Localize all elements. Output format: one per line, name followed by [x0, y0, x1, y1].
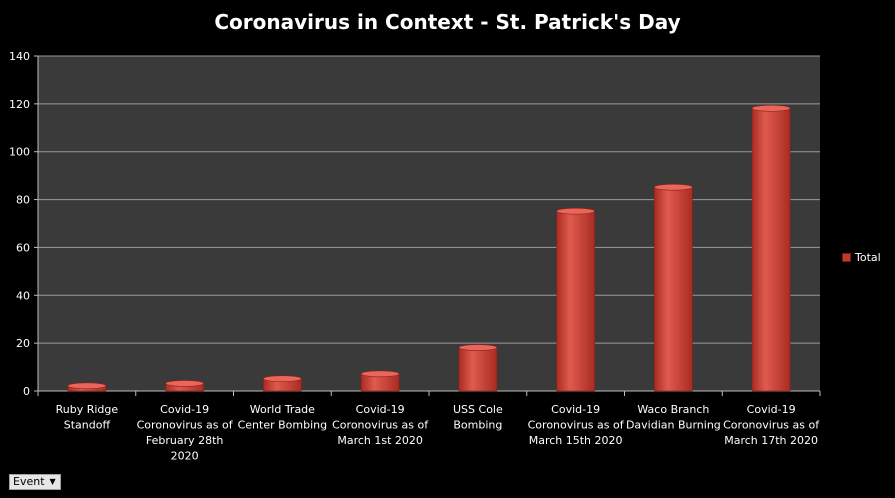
x-tick-label-line: Center Bombing	[238, 419, 328, 432]
x-tick-label-line: March 17th 2020	[724, 434, 818, 447]
y-tick-label: 20	[16, 337, 30, 350]
chart-title: Coronavirus in Context - St. Patrick's D…	[214, 10, 681, 34]
y-axis-ticks: 0 20 40 60 80 100 120 140	[9, 50, 39, 398]
x-tick-label: Covid-19 Coronovirus as of February 28th 20…	[137, 403, 234, 463]
y-tick-label: 140	[9, 50, 30, 63]
y-tick-label: 80	[16, 194, 30, 207]
x-tick-label-line: Standoff	[64, 419, 111, 432]
y-tick-label: 60	[16, 241, 30, 254]
bar-body	[751, 107, 791, 392]
bar	[556, 207, 595, 392]
x-tick-label-line: February 28th	[146, 434, 224, 447]
bar-cap	[165, 380, 204, 387]
bar-body	[458, 347, 498, 392]
bar	[67, 382, 107, 392]
bar	[458, 344, 498, 392]
y-tick-label: 40	[16, 289, 30, 302]
x-tick-label-line: Covid-19	[551, 403, 600, 416]
event-filter-label: Event	[13, 475, 45, 488]
x-tick-label-line: Bombing	[453, 419, 502, 432]
x-tick-label: Covid-19 Coronovirus as of March 17th 2020	[723, 403, 820, 447]
plot-area	[38, 56, 820, 391]
bar	[751, 104, 791, 392]
x-tick-label-line: Coronovirus as of	[723, 419, 820, 432]
x-tick-label-line: March 1st 2020	[337, 434, 423, 447]
x-tick-label: Covid-19 Coronovirus as of March 15th 2020	[528, 403, 625, 447]
x-tick-label-line: World Trade	[250, 403, 315, 416]
x-axis-ticks: Ruby Ridge Standoff Covid-19 Coronovirus as…	[37, 391, 821, 463]
x-tick-label-line: Davidian Burning	[626, 419, 721, 432]
bar	[654, 183, 693, 392]
bar-cap	[654, 183, 693, 191]
bar-body	[654, 186, 693, 392]
x-tick-label-line: 2020	[171, 450, 199, 463]
x-tick-label-line: March 15th 2020	[529, 434, 623, 447]
y-tick-label: 0	[23, 385, 30, 398]
bar-body	[556, 210, 595, 392]
legend: Total	[842, 251, 881, 264]
x-tick-label: Waco Branch Davidian Burning	[626, 403, 721, 432]
bar	[263, 375, 302, 392]
x-tick-label: USS Cole Bombing	[453, 403, 503, 432]
x-tick-label: Ruby Ridge Standoff	[56, 403, 119, 432]
x-tick-label-line: Covid-19	[747, 403, 796, 416]
x-tick-label-line: Coronovirus as of	[137, 419, 234, 432]
bar-cap	[751, 104, 791, 112]
dropdown-caret-icon: ▼	[49, 477, 56, 486]
x-tick-label-line: USS Cole	[453, 403, 503, 416]
x-tick-label-line: Coronovirus as of	[332, 419, 429, 432]
x-tick-label: World Trade Center Bombing	[238, 403, 328, 432]
bar	[165, 380, 204, 392]
bar-cap	[556, 207, 595, 215]
x-tick-label-line: Ruby Ridge	[56, 403, 119, 416]
legend-swatch-total	[842, 253, 851, 262]
y-tick-label: 100	[9, 146, 30, 159]
legend-label-total: Total	[855, 251, 881, 264]
bar-cap	[360, 370, 400, 378]
x-tick-label-line: Waco Branch	[637, 403, 709, 416]
x-tick-label: Covid-19 Coronovirus as of March 1st 2020	[332, 403, 429, 447]
x-tick-label-line: Coronovirus as of	[528, 419, 625, 432]
bar	[360, 370, 400, 392]
event-filter-button[interactable]: Event ▼	[9, 474, 61, 490]
bar-cap	[458, 344, 498, 351]
x-tick-label-line: Covid-19	[160, 403, 209, 416]
bar-cap	[263, 375, 302, 382]
x-tick-label-line: Covid-19	[356, 403, 405, 416]
y-tick-label: 120	[9, 98, 30, 111]
bars	[67, 104, 791, 392]
bar-cap	[67, 382, 107, 390]
